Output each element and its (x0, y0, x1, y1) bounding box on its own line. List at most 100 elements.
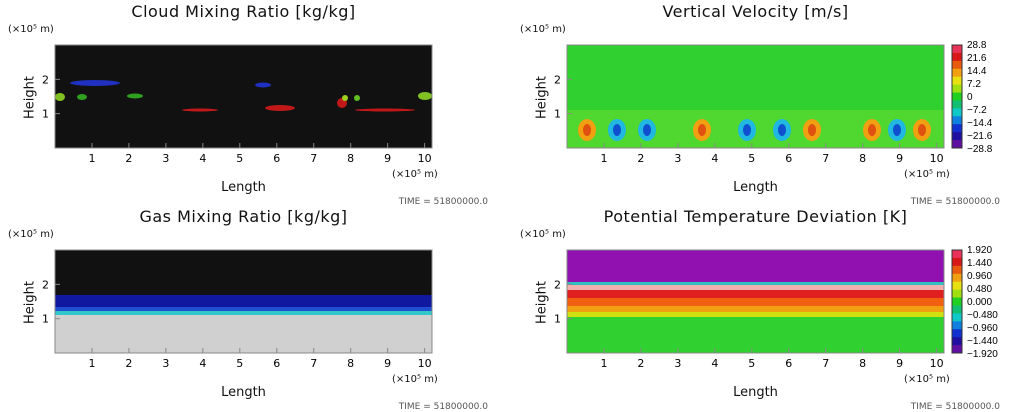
x-tick-label: 9 (384, 152, 391, 165)
y-tick-label: 1 (42, 313, 49, 326)
colorbar-segment (952, 92, 962, 101)
colorbar-label: −0.960 (967, 323, 998, 334)
plot-frame (566, 249, 945, 354)
x-tick-label: 9 (896, 152, 903, 165)
colorbar-segment (952, 124, 962, 133)
chart-panel: 1 2 3 4 5 6 7 8 9 10 1 2 Cloud Mixing Ratio [kg/kg] (… (0, 0, 512, 208)
x-tick-label: 7 (310, 357, 317, 370)
chart-title: Gas Mixing Ratio [kg/kg] (139, 207, 348, 226)
colorbar-label: −21.6 (967, 131, 993, 142)
colorbar-segment (952, 265, 962, 275)
colorbar-label: 0.480 (967, 284, 992, 295)
colorbar-segment (952, 68, 962, 78)
colorbar-segment (952, 345, 962, 354)
colorbar-segment (952, 84, 962, 94)
colorbar-label: 1.440 (967, 258, 992, 269)
x-tick-label: 1 (600, 152, 607, 165)
x-tick-label: 6 (785, 152, 792, 165)
x-axis-label: Length (733, 385, 778, 400)
chart-title: Cloud Mixing Ratio [kg/kg] (131, 2, 356, 21)
x-tick-label: 7 (822, 357, 829, 370)
colorbar-label: 0.000 (967, 297, 992, 308)
x-unit-label: (×10⁵ m) (904, 374, 950, 385)
x-tick-label: 4 (199, 357, 206, 370)
chart-title: Potential Temperature Deviation [K] (603, 207, 908, 226)
colorbar-segment (952, 100, 962, 109)
colorbar-segment (952, 281, 962, 291)
x-tick-label: 9 (384, 357, 391, 370)
x-tick-label: 1 (600, 357, 607, 370)
x-tick-label: 6 (273, 152, 280, 165)
x-tick-label: 10 (930, 152, 944, 165)
chart-panel: 1 2 3 4 5 6 7 8 9 10 1 2 1.920 1.440 0.960 0.480 0.000 −0… (512, 205, 1024, 412)
x-tick-label: 8 (859, 357, 866, 370)
x-unit-label: (×10⁵ m) (392, 374, 438, 385)
colorbar-segment (952, 321, 962, 330)
chart-title: Vertical Velocity [m/s] (662, 2, 849, 21)
heatmap-field (55, 45, 432, 148)
plot-area: 1 2 3 4 5 6 7 8 9 10 1 2 (42, 44, 433, 165)
x-tick-label: 2 (637, 357, 644, 370)
colorbar-label: −7.2 (967, 105, 987, 116)
colorbar-label: 0.960 (967, 271, 992, 282)
colorbar-segment (952, 60, 962, 70)
x-tick-label: 5 (748, 152, 755, 165)
x-tick-label: 1 (88, 152, 95, 165)
x-axis-label: Length (221, 385, 266, 400)
colorbar-label: −1.440 (967, 336, 998, 347)
colorbar-segment (952, 289, 962, 299)
colorbar-segment (952, 257, 962, 267)
colorbar-segment (952, 337, 962, 346)
y-unit-label: (×10⁵ m) (520, 229, 566, 240)
y-unit-label: (×10⁵ m) (8, 24, 54, 35)
y-tick-label: 1 (554, 313, 561, 326)
colorbar-label: −28.8 (967, 144, 993, 155)
x-axis-label: Length (733, 180, 778, 195)
y-axis-label: Height (22, 281, 38, 324)
x-tick-label: 9 (896, 357, 903, 370)
heatmap-field (55, 250, 432, 353)
x-tick-label: 3 (674, 152, 681, 165)
colorbar-label: −1.920 (967, 349, 998, 360)
x-tick-label: 8 (347, 357, 354, 370)
x-tick-label: 3 (674, 357, 681, 370)
colorbar-segment (952, 116, 962, 125)
x-tick-label: 1 (88, 357, 95, 370)
colorbar-segment (952, 297, 962, 306)
x-tick-label: 4 (199, 152, 206, 165)
colorbar-frame (951, 44, 963, 149)
x-tick-label: 3 (162, 152, 169, 165)
x-tick-label: 5 (236, 152, 243, 165)
colorbar-frame (951, 249, 963, 354)
x-unit-label: (×10⁵ m) (392, 169, 438, 180)
colorbar-segment (952, 273, 962, 283)
plot-area: 1 2 3 4 5 6 7 8 9 10 1 2 28.8 21.6 14.4 7.2 0 −7.2 −14.4 −2… (554, 40, 993, 165)
heatmap-field (567, 45, 944, 148)
x-tick-label: 7 (310, 152, 317, 165)
colorbar-segment (952, 305, 962, 314)
y-tick-label: 1 (554, 108, 561, 121)
colorbar-segment (952, 329, 962, 338)
y-unit-label: (×10⁵ m) (8, 229, 54, 240)
colorbar-segment (952, 45, 962, 54)
y-axis-label: Height (534, 76, 550, 119)
x-tick-label: 6 (273, 357, 280, 370)
x-tick-label: 2 (125, 152, 132, 165)
x-tick-label: 7 (822, 152, 829, 165)
time-label: TIME = 51800000.0 (398, 197, 488, 207)
x-tick-label: 8 (347, 152, 354, 165)
colorbar-label: 7.2 (967, 79, 981, 90)
colorbar-segment (952, 76, 962, 86)
colorbar-label: 1.920 (967, 245, 992, 256)
colorbar-label: 21.6 (967, 53, 987, 64)
colorbar-label: 0 (967, 92, 973, 103)
x-tick-label: 3 (162, 357, 169, 370)
colorbar-segment (952, 250, 962, 259)
y-tick-label: 2 (42, 73, 49, 86)
plot-area: 1 2 3 4 5 6 7 8 9 10 1 2 (42, 249, 433, 370)
y-axis-label: Height (22, 76, 38, 119)
x-tick-label: 10 (418, 152, 432, 165)
colorbar-segment (952, 140, 962, 149)
x-tick-label: 10 (418, 357, 432, 370)
colorbar-label: −0.480 (967, 310, 998, 321)
